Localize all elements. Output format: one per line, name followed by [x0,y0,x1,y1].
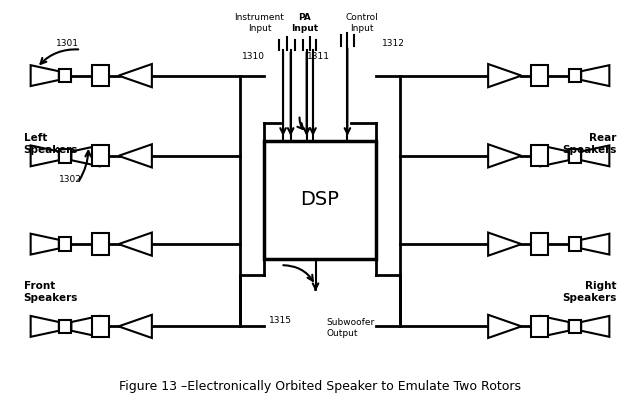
Text: 1302: 1302 [59,175,82,185]
Bar [59,149,72,163]
Polygon shape [118,233,152,256]
Polygon shape [72,316,100,337]
Bar [59,320,72,333]
Polygon shape [118,144,152,167]
Text: Figure 13 –Electronically Orbited Speaker to Emulate Two Rotors: Figure 13 –Electronically Orbited Speake… [119,380,521,393]
Bar [531,65,548,86]
Polygon shape [31,65,59,86]
Text: 1301: 1301 [56,39,79,48]
Text: Instrument
Input: Instrument Input [234,13,284,33]
Bar [59,237,72,251]
Polygon shape [31,234,59,255]
Bar [568,149,581,163]
Text: DSP: DSP [301,191,339,210]
Text: PA
Input: PA Input [291,13,318,33]
Polygon shape [581,316,609,337]
Polygon shape [31,316,59,337]
Polygon shape [118,315,152,338]
Bar [92,316,109,337]
Text: Subwoofer
Output: Subwoofer Output [326,318,374,338]
Polygon shape [581,234,609,255]
Text: Front
Speakers: Front Speakers [24,282,78,303]
Text: Left
Speakers: Left Speakers [24,133,78,155]
Bar [531,316,548,337]
Text: Rear
Speakers: Rear Speakers [562,133,616,155]
Bar [92,65,109,86]
Bar [92,145,109,166]
Bar [531,234,548,255]
Polygon shape [540,316,568,337]
Bar [264,141,376,259]
Polygon shape [488,233,522,256]
Polygon shape [31,145,59,166]
Bar [568,69,581,82]
Text: Right
Speakers: Right Speakers [562,282,616,303]
Bar [59,69,72,82]
Polygon shape [488,315,522,338]
Polygon shape [118,64,152,87]
Bar [92,234,109,255]
Polygon shape [488,64,522,87]
Polygon shape [581,65,609,86]
Text: Control
Input: Control Input [345,13,378,33]
Polygon shape [488,144,522,167]
Polygon shape [581,145,609,166]
Text: 1315: 1315 [269,316,292,325]
Polygon shape [72,145,100,166]
Bar [568,237,581,251]
Bar [531,145,548,166]
Polygon shape [540,145,568,166]
Text: 1312: 1312 [383,39,405,48]
Text: 1311: 1311 [307,52,330,61]
Text: 1310: 1310 [241,52,264,61]
Bar [568,320,581,333]
